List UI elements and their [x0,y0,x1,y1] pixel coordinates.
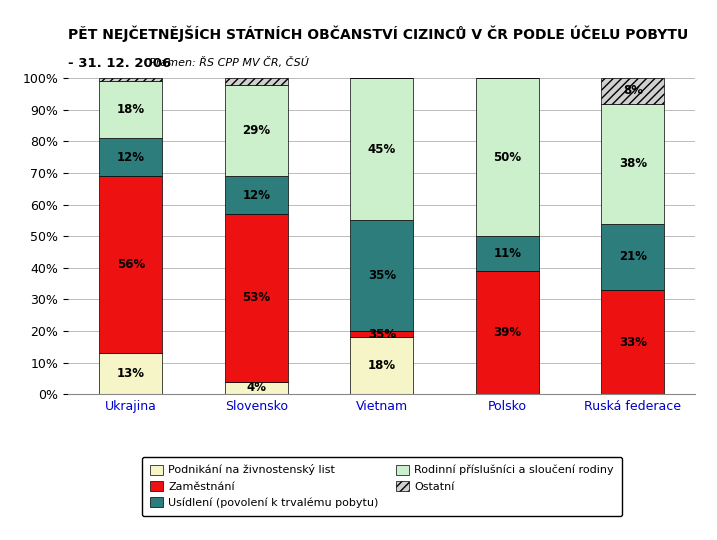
Bar [225,85,288,176]
Text: PĚT NEJČETNĚJŠÍCH STÁTNÍCH OBČANSTVÍ CIZINCŮ V ČR PODLE ÚČELU POBYTU: PĚT NEJČETNĚJŠÍCH STÁTNÍCH OBČANSTVÍ CIZ… [68,26,688,43]
Text: 18%: 18% [117,103,145,117]
Text: 18%: 18% [368,359,396,372]
Legend: Podnikání na živnostenský list, Zaměstnání, Usídlení (povolení k trvalému pobytu: Podnikání na živnostenský list, Zaměstná… [142,457,622,516]
Bar [225,176,288,214]
Bar [351,338,413,394]
Bar [602,104,664,224]
Text: 11%: 11% [493,247,521,260]
Text: Pramen: ŘS CPP MV ČR, ČSÚ: Pramen: ŘS CPP MV ČR, ČSÚ [149,57,309,68]
Bar [476,78,538,237]
Bar [100,82,162,138]
Bar [225,78,288,85]
Text: 4%: 4% [247,381,266,394]
Bar [225,382,288,394]
Text: 33%: 33% [619,335,647,349]
Text: 38%: 38% [619,157,647,170]
Bar [351,331,413,338]
Text: 45%: 45% [368,143,396,156]
Bar [351,220,413,331]
Text: 13%: 13% [117,367,145,380]
Bar [225,214,288,382]
Bar [602,224,664,290]
Text: 35%: 35% [368,269,396,282]
Text: 35%: 35% [368,328,396,341]
Bar [602,78,664,104]
Text: 29%: 29% [242,124,270,137]
Bar [351,78,413,220]
Text: 39%: 39% [493,326,521,339]
Bar [100,78,162,82]
Text: 53%: 53% [242,292,270,305]
Text: 12%: 12% [242,188,270,201]
Text: 56%: 56% [117,258,145,271]
Text: 50%: 50% [493,151,521,164]
Bar [100,138,162,176]
Text: 12%: 12% [117,151,145,164]
Bar [476,237,538,271]
Text: - 31. 12. 2006: - 31. 12. 2006 [68,57,176,70]
Bar [100,176,162,353]
Text: 8%: 8% [623,84,642,97]
Bar [602,290,664,394]
Bar [100,353,162,394]
Text: 21%: 21% [619,250,647,264]
Bar [476,271,538,394]
